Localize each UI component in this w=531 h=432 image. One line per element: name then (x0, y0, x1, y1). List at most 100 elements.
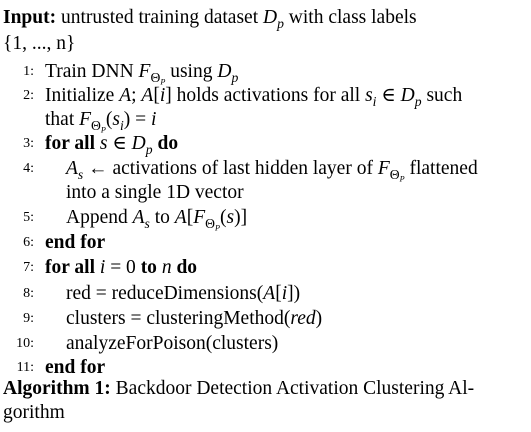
math-var: s (365, 85, 373, 106)
math-var: n (161, 257, 172, 278)
input-rest: with class labels (288, 7, 417, 28)
step-text: ; (131, 85, 142, 106)
math-var: i (99, 257, 106, 278)
math-var: D (400, 85, 415, 106)
keyword-for-all: for all (45, 133, 96, 154)
step-text: ∈ (107, 133, 132, 154)
line-number: 10: (16, 336, 34, 351)
math-var: red (290, 308, 316, 329)
step-text: that (45, 109, 80, 130)
input-line-2: {1, ..., n} (3, 32, 75, 56)
math-sub: s (77, 166, 84, 182)
keyword-do: do (157, 133, 179, 154)
math-sub: i (372, 93, 377, 109)
step-text: ) = (123, 109, 152, 130)
input-line-1: Input: untrusted training dataset Dp wit… (3, 6, 417, 36)
line-number: 4: (23, 161, 34, 176)
math-var: F (377, 158, 390, 179)
keyword-for-all: for all (45, 257, 96, 278)
line-number: 8: (23, 286, 34, 301)
math-var: F (138, 61, 151, 82)
line-number: 2: (23, 88, 34, 103)
math-var: A (141, 85, 154, 106)
math-var: s (226, 207, 235, 228)
step-text: Initialize (45, 85, 120, 106)
math-theta: Θ (150, 69, 161, 85)
step-text: Append (66, 207, 133, 228)
step-text: [ (153, 85, 160, 106)
line-number: 11: (16, 360, 34, 375)
line-number: 9: (23, 311, 34, 326)
step-text: into a single 1D vector (66, 182, 244, 203)
keyword-do: do (176, 257, 198, 278)
math-sub: ΘP (389, 166, 405, 184)
math-var: i (159, 85, 166, 106)
caption-text: Backdoor Detection Activation Clustering… (115, 378, 475, 399)
math-var: i (151, 109, 157, 130)
input-label: Input: (3, 7, 57, 28)
step-text: ( (105, 109, 113, 130)
math-var: A (263, 283, 276, 304)
math-subsub: P (100, 125, 106, 135)
step-text: [ (186, 207, 194, 228)
line-number: 6: (23, 235, 34, 250)
step-text: ]) (287, 283, 301, 304)
line-number: 1: (23, 64, 34, 79)
step-text: Train DNN (45, 61, 139, 82)
input-text: untrusted training dataset (61, 7, 259, 28)
algorithm-caption-cont: gorithm (3, 401, 65, 425)
line-number: 3: (23, 136, 34, 151)
math-subsub: P (214, 223, 220, 233)
caption-text: gorithm (3, 402, 65, 423)
math-var: A (132, 207, 145, 228)
math-var: A (66, 158, 78, 179)
step-text: to (149, 207, 175, 228)
input-var: D (263, 7, 278, 28)
math-theta: Θ (389, 166, 400, 182)
math-sub: s (144, 215, 150, 231)
step-text: ← activations of last hidden layer of (83, 158, 378, 179)
math-sub: ΘP (150, 69, 166, 87)
math-sub: p (231, 69, 239, 85)
math-theta: Θ (91, 117, 101, 133)
step-text: ] holds activations for all (165, 85, 366, 106)
line-number: 7: (23, 260, 34, 275)
step-text: using (165, 61, 218, 82)
math-var: A (174, 207, 187, 228)
math-var: s (112, 109, 120, 130)
step-text: ( (219, 207, 227, 228)
step-text: ) (315, 308, 323, 329)
step-text: analyzeForPoison(clusters) (66, 333, 279, 354)
math-sub: p (414, 93, 422, 109)
math-var: s (99, 133, 108, 154)
math-sub: i (120, 117, 124, 133)
step-text: such (421, 85, 463, 106)
line-number: 5: (23, 210, 34, 225)
step-text: )] (234, 207, 248, 228)
step-text: = 0 (105, 257, 141, 278)
math-subsub: P (160, 77, 166, 87)
math-sub: p (145, 141, 153, 157)
math-sub: ΘP (205, 215, 220, 233)
algorithm-caption: Algorithm 1: Backdoor Detection Activati… (3, 377, 474, 401)
step-text: clusters = clusteringMethod( (66, 308, 291, 329)
step-text: flattened (404, 158, 478, 179)
caption-label: Algorithm 1: (3, 378, 111, 399)
input-var-sub: p (277, 15, 284, 31)
keyword-to: to (140, 257, 157, 278)
step-text: ∈ (376, 85, 401, 106)
math-theta: Θ (205, 215, 215, 231)
step-text: red = reduceDimensions( (66, 283, 264, 304)
math-subsub: P (399, 174, 405, 184)
math-var: D (131, 133, 146, 154)
math-sub: ΘP (91, 117, 106, 135)
keyword-end-for: end for (45, 357, 106, 378)
math-var: F (193, 207, 206, 228)
math-var: F (79, 109, 92, 130)
math-var: i (281, 283, 288, 304)
input-classes: {1, ..., n} (3, 33, 76, 54)
math-var: A (119, 85, 132, 106)
keyword-end-for: end for (45, 232, 106, 253)
step-text: [ (275, 283, 282, 304)
